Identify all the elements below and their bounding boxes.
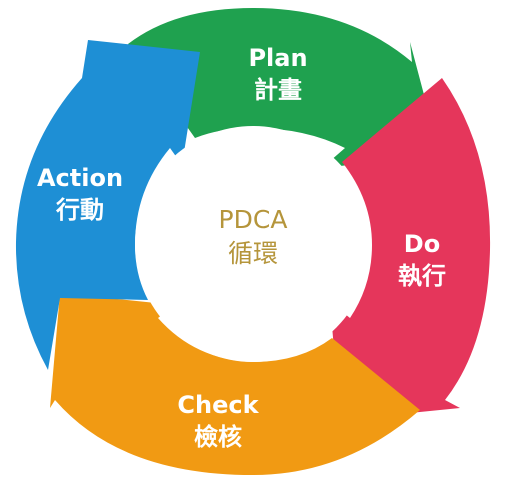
action-label: Action (37, 164, 123, 192)
plan-sublabel: 計畫 (254, 76, 302, 104)
do-sublabel: 執行 (398, 262, 446, 290)
center-hub (135, 126, 371, 362)
do-segment (330, 78, 491, 420)
action-sublabel: 行動 (55, 196, 104, 224)
center-subtitle: 循環 (228, 239, 278, 268)
check-label: Check (177, 391, 259, 419)
check-sublabel: 檢核 (194, 423, 242, 451)
plan-segment (128, 8, 440, 168)
check-segment (50, 293, 420, 475)
center-title: PDCA (219, 205, 288, 234)
do-label: Do (404, 230, 440, 258)
plan-label: Plan (248, 44, 307, 72)
action-segment (15, 40, 201, 370)
